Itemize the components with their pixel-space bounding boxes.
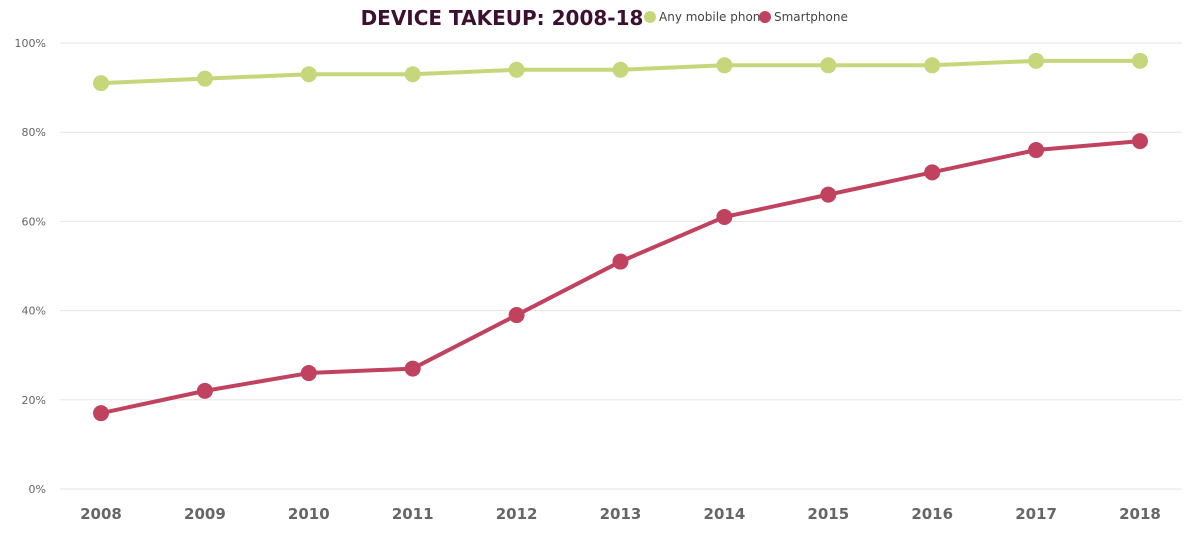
y-tick-label: 40% xyxy=(22,305,46,318)
data-point xyxy=(404,360,421,377)
data-point xyxy=(924,164,941,181)
x-tick-label: 2009 xyxy=(184,505,226,523)
x-tick-label: 2014 xyxy=(704,505,746,523)
x-tick-label: 2008 xyxy=(80,505,122,523)
data-point xyxy=(404,66,421,83)
y-tick-label: 80% xyxy=(22,126,46,139)
data-point xyxy=(716,208,733,225)
legend-item: Smartphone xyxy=(759,10,848,24)
legend-marker xyxy=(759,11,771,23)
legend-label: Smartphone xyxy=(774,10,848,24)
y-tick-label: 20% xyxy=(22,394,46,407)
x-tick-label: 2017 xyxy=(1015,505,1057,523)
x-tick-label: 2011 xyxy=(392,505,434,523)
data-point xyxy=(1028,142,1045,159)
y-axis: 0% 20% 40% 60% 80% 100% xyxy=(15,37,46,496)
data-point xyxy=(300,66,317,83)
x-tick-label: 2012 xyxy=(496,505,538,523)
x-axis: 2008 2009 2010 2011 2012 2013 2014 2015 2016 2017… xyxy=(80,505,1161,523)
legend-marker xyxy=(644,11,656,23)
y-tick-label: 100% xyxy=(15,37,46,50)
data-point xyxy=(612,253,629,270)
data-point xyxy=(93,405,109,422)
data-point xyxy=(508,307,525,324)
data-point xyxy=(1132,52,1148,69)
data-point xyxy=(93,75,109,92)
series-smartphone xyxy=(93,133,1148,422)
series-any-mobile-phone xyxy=(93,52,1148,92)
legend: Any mobile phone Smartphone xyxy=(644,10,848,24)
series-line xyxy=(99,139,1142,416)
data-point xyxy=(1132,133,1148,150)
data-point xyxy=(196,70,213,87)
data-point xyxy=(508,61,525,78)
series-layer xyxy=(93,52,1148,422)
data-point xyxy=(716,57,733,74)
data-point xyxy=(924,57,941,74)
chart-title: DEVICE TAKEUP: 2008-18 xyxy=(361,6,644,30)
data-point xyxy=(1028,52,1045,69)
x-tick-label: 2015 xyxy=(807,505,849,523)
gridlines xyxy=(60,42,1182,490)
data-point xyxy=(820,186,837,203)
data-point xyxy=(612,61,629,78)
x-tick-label: 2016 xyxy=(911,505,953,523)
legend-label: Any mobile phone xyxy=(659,10,768,24)
data-point xyxy=(300,365,317,382)
x-tick-label: 2018 xyxy=(1119,505,1161,523)
legend-item: Any mobile phone xyxy=(644,10,768,24)
data-point xyxy=(820,57,837,74)
y-tick-label: 60% xyxy=(22,215,46,228)
x-tick-label: 2013 xyxy=(600,505,642,523)
data-point xyxy=(196,382,213,399)
y-tick-label: 0% xyxy=(29,483,46,496)
x-tick-label: 2010 xyxy=(288,505,330,523)
